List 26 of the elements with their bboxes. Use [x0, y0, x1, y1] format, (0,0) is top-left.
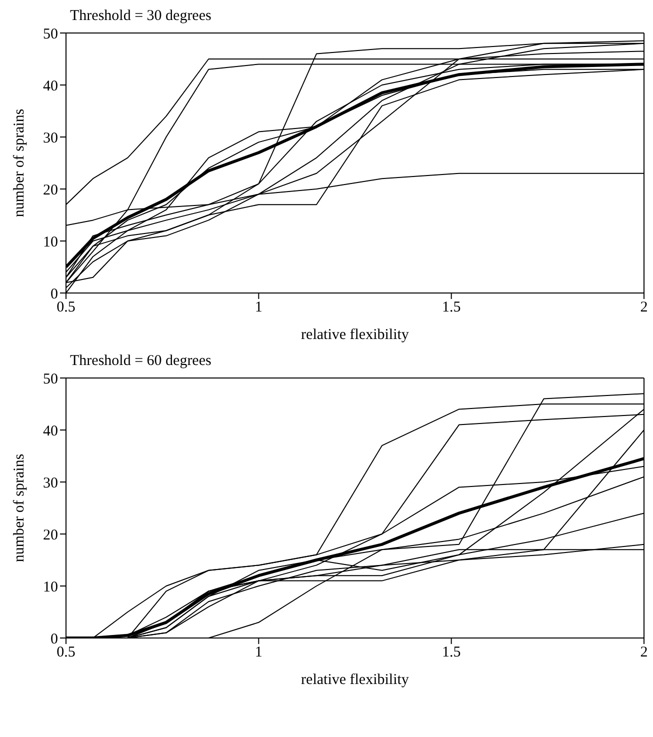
- x-tick-label: 1.5: [442, 644, 461, 661]
- x-tick-label: 0.5: [56, 300, 76, 316]
- y-tick-label: 40: [43, 423, 58, 440]
- x-tick-label: 2: [640, 644, 648, 661]
- x-tick-label: 1.5: [442, 300, 461, 316]
- x-tick-label: 2: [640, 300, 648, 316]
- y-tick-label: 0: [50, 631, 58, 648]
- y-tick-label: 50: [43, 371, 58, 388]
- y-tick-label: 30: [43, 130, 58, 146]
- y-tick-label: 40: [43, 78, 58, 94]
- y-tick-label: 50: [43, 26, 58, 42]
- y-tick-label: 20: [43, 527, 58, 544]
- y-axis-title: number of sprains: [11, 454, 28, 562]
- y-tick-label: 20: [43, 182, 58, 198]
- y-tick-label: 10: [43, 234, 58, 250]
- y-tick-label: 10: [43, 579, 58, 596]
- x-tick-label: 0.5: [56, 644, 76, 661]
- x-axis-title: relative flexibility: [301, 672, 410, 688]
- y-tick-label: 30: [43, 475, 58, 492]
- y-axis-title: number of sprains: [11, 108, 28, 218]
- x-axis-title: relative flexibility: [301, 327, 410, 343]
- y-tick-label: 0: [50, 286, 58, 302]
- x-tick-label: 1: [254, 300, 262, 316]
- chart-title: Threshold = 60 degrees: [70, 353, 212, 370]
- chart-title: Threshold = 30 degrees: [70, 8, 212, 25]
- x-tick-label: 1: [254, 644, 262, 661]
